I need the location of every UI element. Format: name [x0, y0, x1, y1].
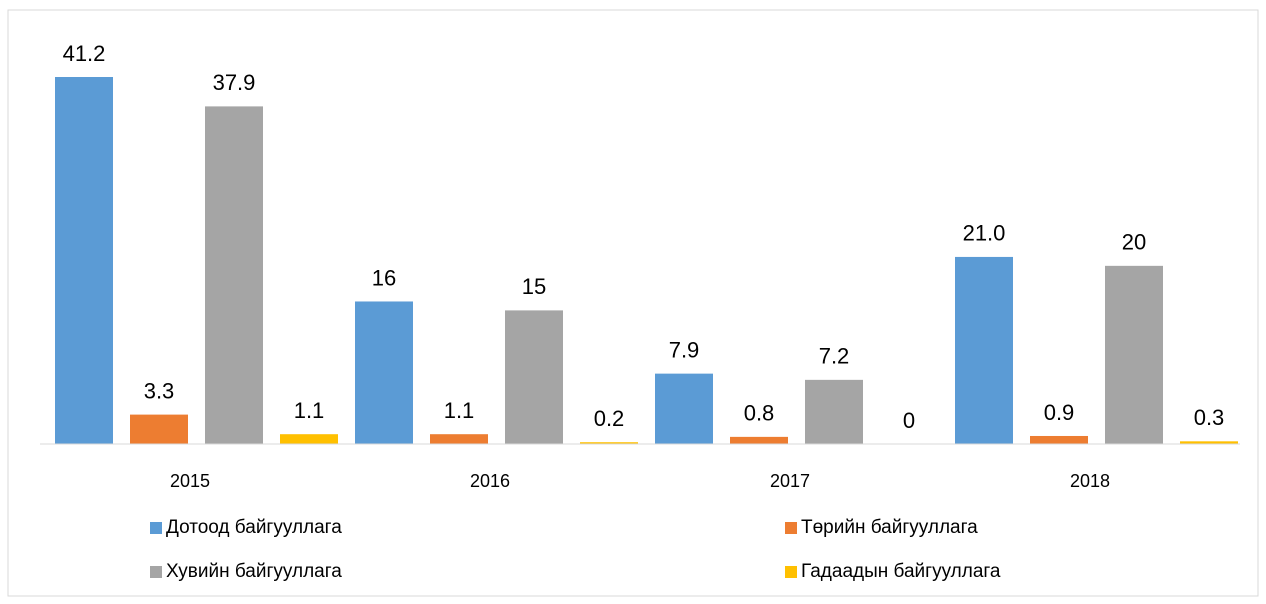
legend-label: Төрийн байгууллага	[801, 517, 978, 538]
legend-label: Хувийн байгууллага	[166, 561, 342, 582]
legend-swatch	[150, 566, 162, 578]
bar	[355, 301, 413, 444]
data-label: 20	[1122, 230, 1146, 255]
bar	[205, 106, 263, 444]
data-label: 1.1	[444, 398, 475, 423]
data-label: 37.9	[213, 70, 256, 95]
bar	[805, 379, 863, 444]
legend-swatch	[150, 522, 162, 534]
bar	[730, 436, 788, 444]
bar	[55, 77, 113, 444]
bar	[505, 310, 563, 444]
data-label: 0.3	[1194, 405, 1225, 430]
data-label: 0.8	[744, 401, 775, 426]
legend-label: Дотоод байгууллага	[166, 517, 342, 538]
data-label: 16	[372, 265, 396, 290]
data-label: 0	[903, 408, 915, 433]
bar	[1105, 265, 1163, 444]
data-label: 0.9	[1044, 400, 1075, 425]
data-label: 3.3	[144, 378, 175, 403]
legend-swatch	[785, 522, 797, 534]
bar	[430, 434, 488, 444]
bar	[280, 434, 338, 444]
chart-frame	[7, 9, 1259, 597]
bar	[955, 256, 1013, 444]
x-tick-label: 2015	[170, 471, 210, 491]
legend-swatch	[785, 566, 797, 578]
data-label: 21.0	[963, 221, 1006, 246]
x-tick-label: 2017	[770, 471, 810, 491]
data-label: 15	[522, 274, 546, 299]
data-label: 0.2	[594, 406, 625, 431]
legend-label: Гадаадын байгууллага	[801, 561, 1001, 582]
bar	[130, 414, 188, 444]
x-tick-label: 2018	[1070, 471, 1110, 491]
x-tick-label: 2016	[470, 471, 510, 491]
data-label: 1.1	[294, 398, 325, 423]
data-label: 7.9	[669, 337, 700, 362]
data-label: 7.2	[819, 344, 850, 369]
data-label: 41.2	[63, 41, 106, 66]
bar	[655, 373, 713, 444]
bar	[1030, 435, 1088, 444]
bar	[580, 442, 638, 444]
bar	[1180, 441, 1238, 444]
